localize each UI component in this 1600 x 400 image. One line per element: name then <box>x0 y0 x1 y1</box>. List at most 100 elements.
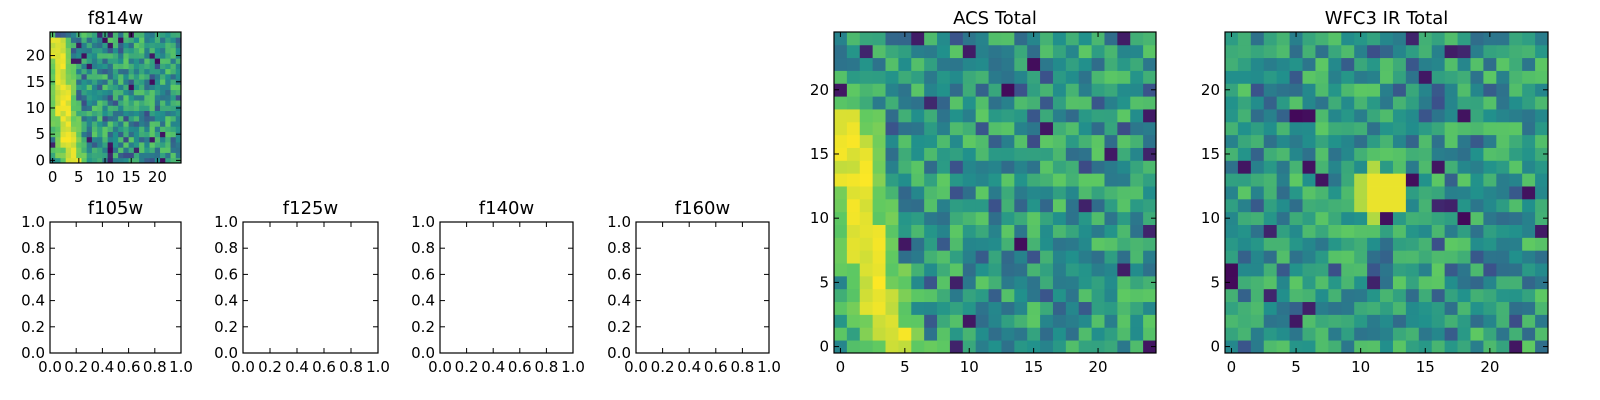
heatmap-cell <box>60 79 67 85</box>
heatmap-cell <box>55 105 61 111</box>
heatmap-cell <box>911 327 925 341</box>
heatmap-cell <box>128 94 135 101</box>
heatmap-cell <box>133 100 140 106</box>
heatmap-cell <box>1509 134 1523 148</box>
heatmap-cell <box>1250 224 1265 238</box>
heatmap-cell <box>1117 44 1131 59</box>
heatmap-cell <box>1431 314 1446 328</box>
heatmap-cell <box>1496 314 1510 328</box>
heatmap-cell <box>872 70 886 84</box>
heatmap-cell <box>1405 327 1420 341</box>
heatmap-cell <box>937 263 951 277</box>
heatmap-cell <box>1341 314 1355 328</box>
heatmap-cell <box>91 68 98 75</box>
heatmap-cell <box>859 44 874 59</box>
heatmap-cell <box>1027 57 1041 71</box>
heatmap-cell <box>1431 160 1446 174</box>
heatmap-cell <box>859 224 874 238</box>
heatmap-cell <box>911 160 925 174</box>
heatmap-cell <box>1509 224 1523 238</box>
heatmap-cell <box>1078 224 1092 238</box>
heatmap-cell <box>1418 83 1433 97</box>
heatmap-cell <box>949 275 964 290</box>
heatmap-cell <box>70 79 77 85</box>
y-tick-label: 10 <box>810 209 829 227</box>
heatmap-cell <box>1522 70 1536 84</box>
heatmap-cell <box>50 37 56 43</box>
heatmap-cell <box>885 340 899 354</box>
heatmap-cell <box>102 147 109 153</box>
heatmap-cell <box>128 68 135 75</box>
heatmap-cell <box>1289 288 1303 303</box>
y-tick-label: 0.8 <box>411 239 435 257</box>
heatmap-cell <box>1117 211 1131 225</box>
heatmap-cell <box>859 186 874 200</box>
heatmap-cell <box>139 131 145 138</box>
heatmap-cell <box>55 84 61 91</box>
heatmap-cell <box>76 131 82 138</box>
heatmap-cell <box>154 73 161 80</box>
heatmap-cell <box>1001 250 1015 264</box>
heatmap-cell <box>170 157 177 164</box>
heatmap-cell <box>1104 173 1118 187</box>
heatmap-cell <box>1496 211 1510 225</box>
heatmap-cell <box>97 52 103 59</box>
heatmap-cell <box>1117 121 1131 136</box>
heatmap-cell <box>118 42 124 49</box>
heatmap-cell <box>160 58 166 64</box>
heatmap-cell <box>81 73 88 80</box>
x-tick-label: 10 <box>95 168 114 186</box>
heatmap-cell <box>144 115 150 122</box>
heatmap-cell <box>160 147 166 153</box>
heatmap-cell <box>118 32 124 38</box>
heatmap-cell <box>165 73 171 80</box>
heatmap-cell <box>170 100 177 106</box>
heatmap-cell <box>834 109 848 123</box>
heatmap-cell <box>139 105 145 111</box>
heatmap-cell <box>170 47 177 54</box>
heatmap-cell <box>133 89 140 96</box>
heatmap-cell <box>149 79 156 85</box>
heatmap-cell <box>1405 250 1420 264</box>
heatmap-cell <box>1001 70 1015 84</box>
y-tick-label: 0.6 <box>214 265 238 283</box>
heatmap-cell <box>112 110 119 117</box>
heatmap-cell <box>123 37 129 43</box>
heatmap-cell <box>1289 96 1303 110</box>
heatmap-cell <box>1289 224 1303 238</box>
heatmap-cell <box>846 121 861 136</box>
heatmap-cell <box>1001 275 1015 290</box>
heatmap-cell <box>937 70 951 84</box>
heatmap-cell <box>937 186 951 200</box>
heatmap-cell <box>60 52 67 59</box>
heatmap-cell <box>165 68 171 75</box>
heatmap-cell <box>1104 147 1118 161</box>
heatmap-cell <box>107 58 114 64</box>
heatmap-cell <box>924 211 938 225</box>
heatmap-cell <box>154 47 161 54</box>
heatmap-cell <box>1065 44 1080 59</box>
heatmap-cell <box>1040 340 1054 354</box>
heatmap-cell <box>1341 263 1355 277</box>
heatmap-cell <box>1250 327 1265 341</box>
heatmap-cell <box>846 327 861 341</box>
heatmap-cell <box>1027 211 1041 225</box>
heatmap-cell <box>76 110 82 117</box>
heatmap-cell <box>102 63 109 70</box>
heatmap-cell <box>1418 314 1433 328</box>
heatmap-cell <box>1276 250 1290 264</box>
heatmap-cell <box>1052 96 1067 110</box>
heatmap-cell <box>133 52 140 59</box>
heatmap-cell <box>1457 173 1471 187</box>
heatmap-cell <box>1483 340 1497 354</box>
heatmap-cell <box>144 37 150 43</box>
heatmap-cell <box>1470 147 1484 161</box>
heatmap-cell <box>70 42 77 49</box>
heatmap-cell <box>1496 147 1510 161</box>
heatmap-cell <box>86 121 93 127</box>
heatmap-cell <box>165 142 171 148</box>
heatmap-cell <box>81 100 88 106</box>
heatmap-cell <box>1263 96 1278 110</box>
heatmap-cell <box>1078 121 1092 136</box>
heatmap-cell <box>1091 57 1105 71</box>
